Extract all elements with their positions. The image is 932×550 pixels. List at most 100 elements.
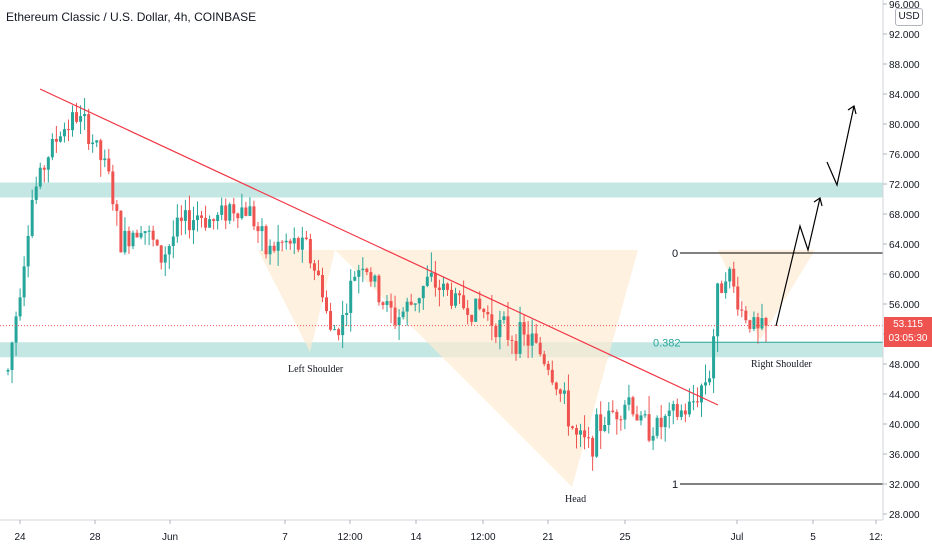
time-axis[interactable]: 24 28 Jun 7 12:00 14 12:00 21 25 Jul 5 12: xyxy=(14,520,883,543)
candle-body xyxy=(196,215,199,221)
candle-body xyxy=(83,114,87,117)
candle-body xyxy=(58,136,62,142)
descending-trendline[interactable] xyxy=(39,88,719,406)
resistance-zone xyxy=(0,182,883,198)
candle-body xyxy=(216,214,220,221)
candle-body xyxy=(272,245,276,251)
candle-body xyxy=(284,240,288,243)
candle-body xyxy=(99,140,103,161)
candle-body xyxy=(764,318,768,326)
candle-body xyxy=(542,354,546,364)
candle-body xyxy=(659,417,663,428)
price-tick-label: 60.000 xyxy=(889,270,920,281)
candle-body xyxy=(373,275,377,282)
candle-body xyxy=(643,414,647,416)
price-axis[interactable]: 96.000 92.000 88.000 84.000 80.000 76.000 72.0… xyxy=(883,0,920,521)
candle-body xyxy=(510,339,514,341)
candle-body xyxy=(66,129,70,131)
candle-body xyxy=(385,301,389,306)
candle-body xyxy=(22,266,26,298)
candle-body xyxy=(187,210,191,231)
candle-body xyxy=(514,340,518,354)
candle-body xyxy=(10,342,14,370)
candle-body xyxy=(369,272,373,282)
left-shoulder-label: Left Shoulder xyxy=(288,364,344,375)
candle-body xyxy=(228,204,232,221)
candle-body xyxy=(191,220,195,231)
candle-body xyxy=(50,138,54,158)
candle-body xyxy=(200,215,204,218)
candle-body xyxy=(30,199,34,236)
price-tick-label: 84.000 xyxy=(889,90,920,101)
candle-body xyxy=(175,217,179,237)
head-label: Head xyxy=(565,494,586,505)
candle-body xyxy=(522,322,526,335)
candle-body xyxy=(433,272,437,288)
candle-body xyxy=(304,237,308,239)
candle-body xyxy=(244,207,248,216)
candle-body xyxy=(204,217,208,228)
candle-body xyxy=(498,319,502,338)
candle-body xyxy=(240,207,244,219)
candle-body xyxy=(587,437,591,439)
candle-body xyxy=(429,272,433,277)
candle-body xyxy=(268,245,272,255)
candle-body xyxy=(611,410,615,412)
price-tick-label: 80.000 xyxy=(889,120,920,131)
candle-body xyxy=(119,210,123,253)
candle-body xyxy=(91,142,95,145)
candle-body xyxy=(260,226,264,232)
candle-body xyxy=(647,414,651,441)
candle-body xyxy=(341,314,345,336)
candle-body xyxy=(208,219,212,228)
last-price-value: 53.115 xyxy=(893,319,923,330)
currency-button[interactable]: USD xyxy=(895,8,923,26)
projection-path-large[interactable] xyxy=(826,105,855,187)
candle-body xyxy=(115,204,119,211)
candle-body xyxy=(212,219,216,221)
candle-body xyxy=(87,114,91,145)
candle-body xyxy=(320,275,324,298)
candle-body xyxy=(450,289,454,306)
candle-body xyxy=(534,333,538,343)
candle-body xyxy=(490,314,494,326)
candle-body xyxy=(566,390,570,427)
candle-body xyxy=(34,186,38,200)
candle-body xyxy=(445,283,449,290)
projection-arrowhead-small xyxy=(813,197,823,207)
candle-body xyxy=(292,238,296,244)
price-tick-label: 92.000 xyxy=(889,30,920,41)
candle-body xyxy=(232,204,236,214)
candle-body xyxy=(139,233,143,238)
candle-body xyxy=(583,430,587,438)
candle-body xyxy=(683,410,687,415)
candle-body xyxy=(744,310,748,321)
candle-body xyxy=(724,281,728,293)
candle-body xyxy=(518,322,522,354)
candle-body xyxy=(79,116,83,122)
candle-body xyxy=(728,268,732,282)
price-tick-label: 72.000 xyxy=(889,180,920,191)
candle-body xyxy=(409,301,413,305)
candle-body xyxy=(732,268,736,287)
candle-body xyxy=(716,283,720,337)
candle-body xyxy=(575,428,578,435)
candle-body xyxy=(163,254,167,263)
candle-body xyxy=(671,404,675,411)
time-tick-label: 12:00 xyxy=(337,532,362,543)
candle-body xyxy=(361,268,365,271)
price-tick-label: 64.000 xyxy=(889,240,920,251)
candle-body xyxy=(397,317,401,326)
chart-title: Ethereum Classic / U.S. Dollar, 4h, COIN… xyxy=(6,10,257,24)
candle-body xyxy=(316,270,320,276)
candle-body xyxy=(570,426,574,429)
candle-body xyxy=(639,415,643,421)
candle-body xyxy=(651,435,655,441)
price-tick-label: 32.000 xyxy=(889,480,920,491)
candle-body xyxy=(704,382,708,386)
head-and-shoulders-pattern xyxy=(258,250,815,487)
projection-path-small[interactable] xyxy=(775,197,821,327)
candle-body xyxy=(441,283,445,290)
candle-body xyxy=(353,276,357,281)
